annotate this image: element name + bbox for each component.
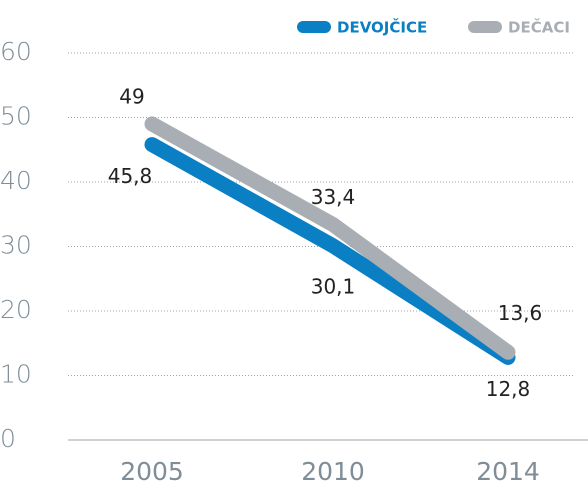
data-label: 45,8 bbox=[108, 164, 153, 188]
data-label: 30,1 bbox=[311, 274, 356, 298]
data-label: 13,6 bbox=[498, 301, 543, 325]
y-tick-label: 60 bbox=[0, 37, 32, 66]
line-series bbox=[144, 137, 516, 365]
x-tick-label: 2010 bbox=[301, 457, 365, 486]
legend-label: DEVOJČICE bbox=[337, 18, 427, 37]
y-tick-label: 0 bbox=[0, 424, 16, 453]
y-tick-label: 50 bbox=[0, 102, 32, 131]
line-series bbox=[144, 116, 516, 360]
y-tick-label: 20 bbox=[0, 295, 32, 324]
x-tick-label: 2014 bbox=[476, 457, 540, 486]
y-tick-label: 40 bbox=[0, 166, 32, 195]
data-label: 33,4 bbox=[311, 185, 356, 209]
x-tick-label: 2005 bbox=[120, 457, 184, 486]
legend-label: DEČACI bbox=[508, 18, 570, 37]
data-label: 49 bbox=[119, 84, 144, 108]
y-tick-label: 30 bbox=[0, 231, 32, 260]
data-label: 12,8 bbox=[486, 377, 531, 401]
y-tick-label: 10 bbox=[0, 360, 32, 389]
